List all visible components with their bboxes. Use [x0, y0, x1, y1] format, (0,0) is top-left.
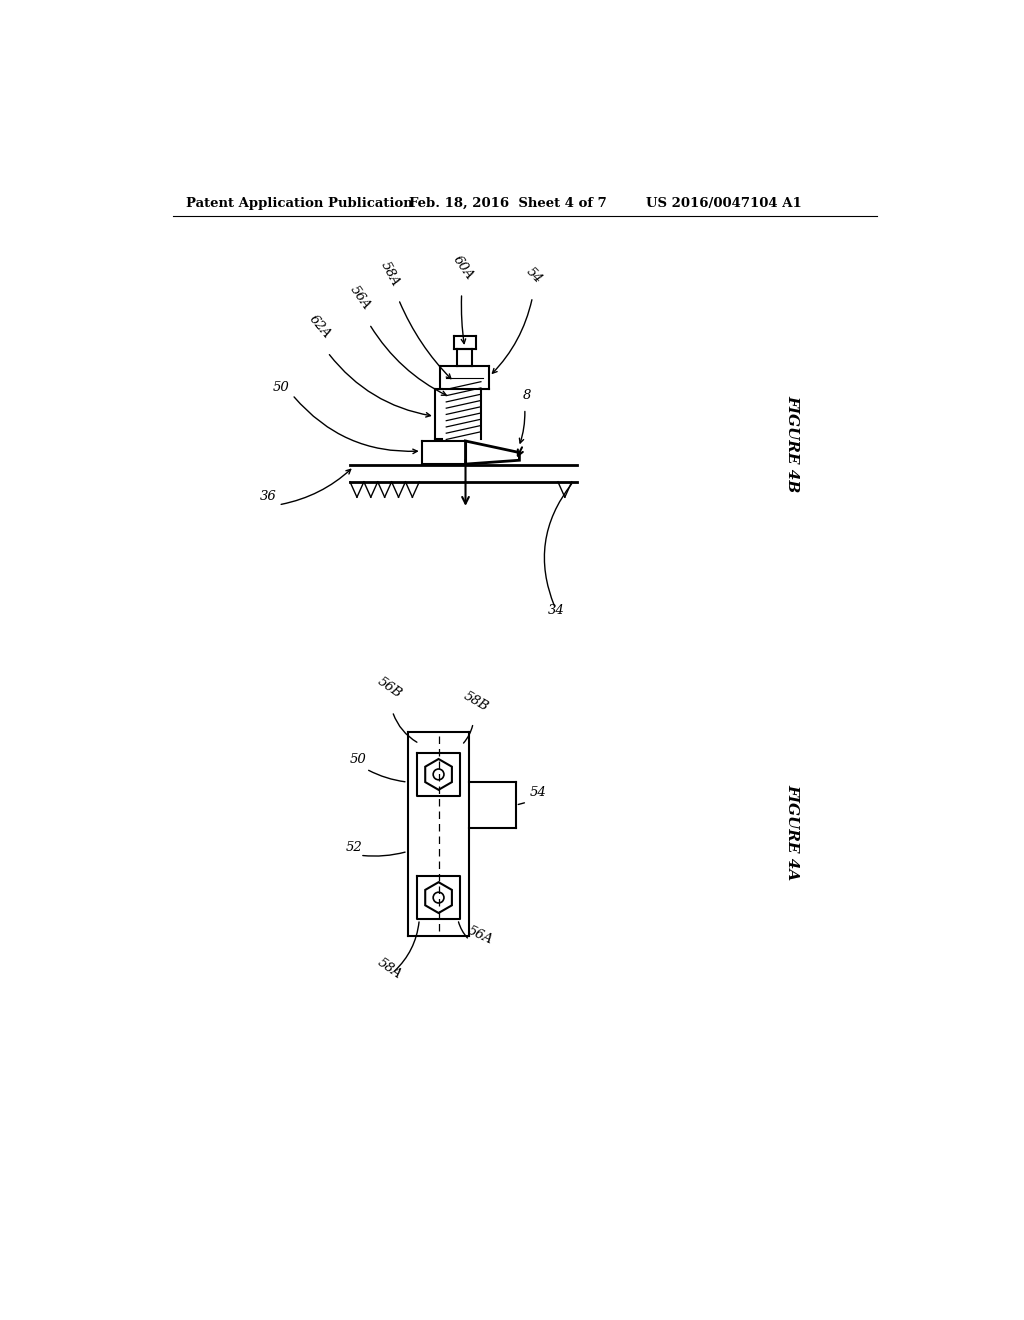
Text: 34: 34 [548, 605, 564, 618]
Text: 52: 52 [346, 841, 362, 854]
Text: 60A: 60A [451, 253, 476, 282]
Text: 58A: 58A [379, 259, 402, 289]
Text: Feb. 18, 2016  Sheet 4 of 7: Feb. 18, 2016 Sheet 4 of 7 [410, 197, 607, 210]
Text: 62A: 62A [306, 313, 333, 342]
Text: 54: 54 [529, 785, 546, 799]
Text: 56A: 56A [466, 924, 495, 946]
Text: 36: 36 [260, 490, 276, 503]
Text: FIGURE 4A: FIGURE 4A [785, 784, 800, 880]
Text: 50: 50 [350, 752, 367, 766]
Text: Patent Application Publication: Patent Application Publication [186, 197, 413, 210]
Text: FIGURE 4B: FIGURE 4B [785, 395, 800, 492]
Text: 58A: 58A [376, 956, 404, 982]
Text: 8: 8 [523, 389, 531, 403]
Text: 56B: 56B [376, 675, 404, 701]
Text: 54: 54 [523, 265, 545, 286]
Text: 56A: 56A [348, 284, 374, 313]
Text: 58B: 58B [462, 690, 492, 714]
Text: US 2016/0047104 A1: US 2016/0047104 A1 [646, 197, 802, 210]
Text: 50: 50 [273, 381, 290, 393]
